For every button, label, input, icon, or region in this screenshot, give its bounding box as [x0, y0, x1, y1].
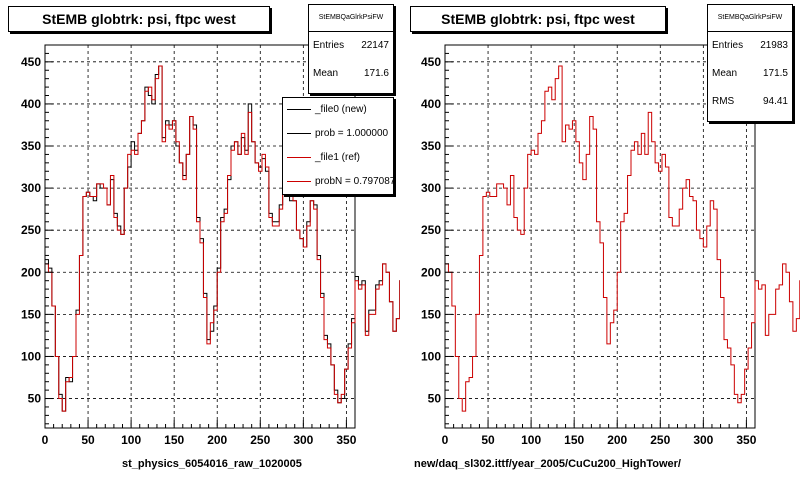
- histogram-series-line: [445, 65, 800, 412]
- y-tick-label: 200: [421, 265, 441, 279]
- x-tick-label: 350: [336, 433, 356, 447]
- right-stats-header: StEMBQaGlrkPsiFW: [708, 5, 792, 32]
- legend-entry-probn: probN = 0.797087: [283, 170, 393, 194]
- x-tick-label: 0: [442, 433, 449, 447]
- x-tick-label: 200: [207, 433, 227, 447]
- right-stats-box: StEMBQaGlrkPsiFW Entries 21983 Mean 171.…: [707, 4, 793, 122]
- right-histogram: 0 50 100 150 200 250 300 350 50 100 150 200 250 300 35…: [421, 44, 800, 447]
- stats-label: Mean: [712, 68, 738, 79]
- y-tick-label: 100: [421, 349, 441, 363]
- legend-swatch: [287, 181, 311, 182]
- right-title: StEMB globtrk: psi, ftpc west: [410, 6, 666, 32]
- legend-entry-ref: _file1 (ref): [283, 146, 393, 170]
- stats-label: Entries: [313, 40, 345, 51]
- x-tick-label: 300: [293, 433, 313, 447]
- stats-label: RMS: [712, 96, 735, 107]
- legend-label: _file1 (ref): [315, 152, 361, 163]
- stats-value: 22147: [361, 40, 389, 51]
- y-tick-label: 50: [28, 392, 42, 406]
- y-tick-label: 250: [21, 223, 41, 237]
- x-tick-label: 150: [564, 433, 584, 447]
- stats-label: Entries: [712, 40, 744, 51]
- y-tick-label: 350: [21, 139, 41, 153]
- left-pad: 0 50 100 150 200 250 300 350 50 100 150 200 250 300 35…: [0, 0, 400, 470]
- y-tick-label: 150: [21, 307, 41, 321]
- right-stats-row-rms: RMS 94.41: [708, 88, 792, 116]
- legend-label: _file0 (new): [315, 104, 367, 115]
- left-stats-header: StEMBQaGlrkPsiFW: [309, 5, 393, 32]
- stats-value: 171.6: [363, 68, 389, 79]
- stats-label: Mean: [313, 68, 339, 79]
- x-tick-label: 100: [521, 433, 541, 447]
- right-stats-row-mean: Mean 171.5: [708, 60, 792, 88]
- legend-swatch: [287, 157, 311, 158]
- x-tick-label: 50: [81, 433, 95, 447]
- legend-label: probN = 0.797087: [315, 176, 394, 187]
- x-tick-label: 50: [481, 433, 495, 447]
- left-footer-label: st_physics_6054016_raw_1020005: [122, 458, 302, 470]
- y-tick-label: 350: [421, 139, 441, 153]
- stats-value: 94.41: [762, 96, 788, 107]
- y-tick-label: 250: [421, 223, 441, 237]
- right-footer-label: new/daq_sl302.ittf/year_2005/CuCu200_Hig…: [414, 458, 681, 470]
- y-tick-label: 150: [421, 307, 441, 321]
- histogram-series-line: [45, 65, 400, 412]
- x-tick-label: 150: [164, 433, 184, 447]
- legend-swatch: [287, 109, 311, 110]
- y-tick-label: 450: [21, 55, 41, 69]
- y-tick-label: 100: [21, 349, 41, 363]
- stats-value: 171.5: [762, 68, 788, 79]
- y-tick-label: 400: [21, 97, 41, 111]
- x-tick-label: 250: [250, 433, 270, 447]
- x-tick-label: 250: [650, 433, 670, 447]
- right-pad: 0 50 100 150 200 250 300 350 50 100 150 200 250 300 35…: [400, 0, 800, 470]
- stats-value: 21983: [760, 40, 788, 51]
- y-tick-label: 50: [428, 392, 442, 406]
- x-tick-label: 350: [736, 433, 756, 447]
- right-stats-row-entries: Entries 21983: [708, 32, 792, 60]
- y-tick-label: 300: [421, 181, 441, 195]
- y-tick-label: 400: [421, 97, 441, 111]
- legend-entry-new: _file0 (new): [283, 98, 393, 122]
- left-stats-box: StEMBQaGlrkPsiFW Entries 22147 Mean 171.…: [308, 4, 394, 94]
- x-tick-label: 0: [42, 433, 49, 447]
- legend-entry-prob: prob = 1.000000: [283, 122, 393, 146]
- left-stats-row-mean: Mean 171.6: [309, 60, 393, 88]
- y-tick-label: 300: [21, 181, 41, 195]
- y-tick-label: 200: [21, 265, 41, 279]
- legend-swatch: [287, 133, 311, 134]
- x-tick-label: 300: [693, 433, 713, 447]
- left-stats-row-entries: Entries 22147: [309, 32, 393, 60]
- x-tick-label: 200: [607, 433, 627, 447]
- left-legend: _file0 (new) prob = 1.000000 _file1 (ref…: [282, 97, 394, 195]
- y-tick-label: 450: [421, 55, 441, 69]
- x-tick-label: 100: [121, 433, 141, 447]
- legend-label: prob = 1.000000: [315, 128, 389, 139]
- left-title: StEMB globtrk: psi, ftpc west: [8, 6, 270, 32]
